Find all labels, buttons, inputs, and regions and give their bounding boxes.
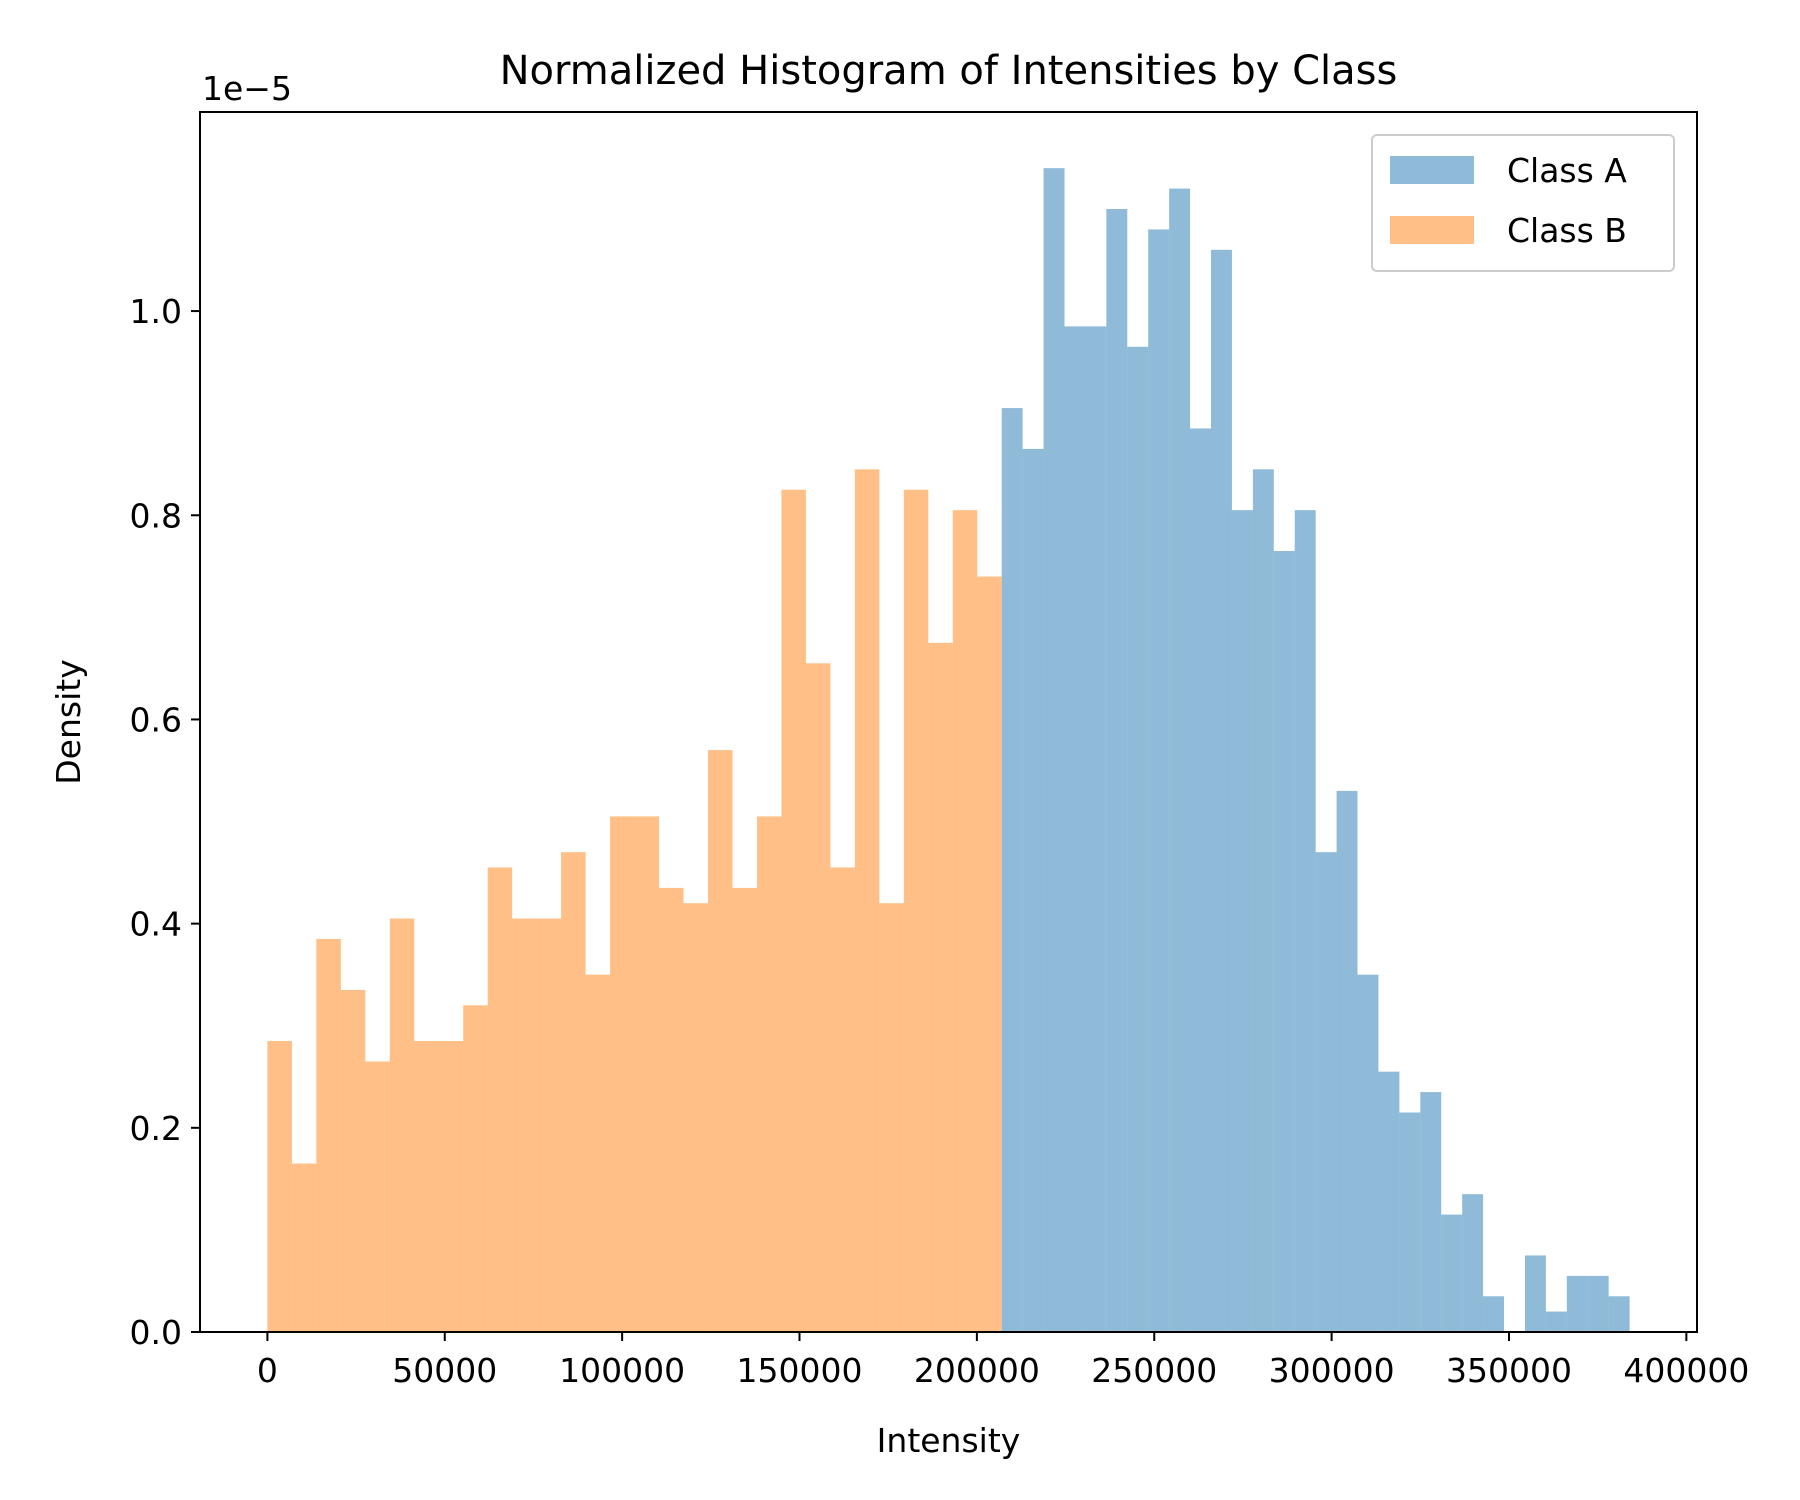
class-b-bar [977, 576, 1002, 1332]
x-tick-label: 250000 [1091, 1351, 1217, 1390]
class-a-bar [1273, 551, 1295, 1332]
class-b-bar [732, 887, 757, 1332]
class-a-bar [1106, 208, 1128, 1333]
class-a-bar [1336, 790, 1358, 1332]
class-a-bar [1545, 1311, 1567, 1332]
legend-label-class-a: Class A [1507, 151, 1627, 190]
legend-label-class-b: Class B [1507, 211, 1627, 250]
class-b-bars [267, 469, 1002, 1332]
x-tick-label: 200000 [914, 1351, 1040, 1390]
class-a-bar [1378, 1071, 1400, 1332]
y-axis-ticks: 0.0 0.2 0.4 0.6 0.8 1.0 [130, 292, 200, 1352]
class-b-bar [781, 489, 806, 1332]
class-b-bar [561, 852, 586, 1332]
class-a-bar [1022, 448, 1044, 1332]
class-b-bar [463, 1005, 488, 1332]
x-axis-label: Intensity [877, 1421, 1021, 1460]
class-a-bar [1608, 1296, 1630, 1332]
class-a-bar [1462, 1194, 1484, 1332]
class-b-bar [438, 1041, 464, 1332]
y-tick-label: 0.0 [130, 1313, 182, 1352]
y-tick-label: 0.8 [130, 496, 182, 535]
class-b-bar [854, 469, 880, 1332]
class-a-bar [1315, 852, 1337, 1332]
class-a-bar [1085, 326, 1107, 1332]
legend: Class A Class B [1371, 134, 1675, 272]
legend-swatch-class-b [1390, 216, 1474, 244]
class-a-bar [1441, 1214, 1463, 1332]
class-b-bar [414, 1041, 439, 1332]
class-a-bar [1127, 346, 1149, 1332]
class-b-bar [585, 974, 611, 1332]
class-a-bar [1148, 229, 1170, 1332]
class-a-bar [1357, 974, 1379, 1332]
class-b-bar [487, 867, 513, 1332]
y-tick-label: 0.6 [130, 700, 182, 739]
class-b-bar [267, 1041, 292, 1332]
class-b-bar [756, 816, 782, 1332]
class-a-bar [1587, 1275, 1609, 1332]
legend-swatch-class-a [1390, 156, 1474, 184]
class-b-bar [707, 750, 733, 1332]
class-b-bar [952, 510, 978, 1332]
class-b-bar [365, 1061, 390, 1332]
class-a-bar [1483, 1296, 1505, 1332]
class-b-bar [683, 903, 708, 1332]
class-a-bar [1420, 1092, 1442, 1332]
x-tick-label: 50000 [392, 1351, 497, 1390]
y-tick-label: 1.0 [130, 292, 182, 331]
class-b-bar [389, 918, 415, 1332]
class-b-bar [536, 918, 562, 1332]
class-a-bars [1001, 168, 1630, 1333]
y-axis-label: Density [49, 659, 88, 784]
class-a-bar [1169, 188, 1191, 1332]
class-a-bar [1043, 168, 1065, 1332]
x-tick-label: 300000 [1269, 1351, 1395, 1390]
x-axis-ticks: 0 50000 100000 150000 200000 250000 300000 3500… [257, 1332, 1749, 1390]
class-a-bar [1399, 1112, 1421, 1332]
class-a-bar [1190, 428, 1212, 1332]
class-a-bar [1252, 469, 1274, 1332]
y-tick-label: 0.4 [130, 905, 182, 944]
class-b-bar [512, 918, 537, 1332]
class-a-bar [1064, 326, 1086, 1332]
class-b-bar [316, 938, 341, 1332]
class-a-bar [1001, 408, 1023, 1332]
plot-frame [199, 111, 1698, 1333]
class-b-bar [805, 663, 831, 1332]
chart-title: Normalized Histogram of Intensities by C… [500, 48, 1398, 94]
y-axis-offset-label: 1e−5 [202, 69, 292, 108]
class-b-bar [610, 816, 635, 1332]
class-b-bar [903, 489, 929, 1332]
x-tick-label: 0 [257, 1351, 278, 1390]
class-b-bar [830, 867, 855, 1332]
x-tick-label: 350000 [1446, 1351, 1572, 1390]
x-tick-label: 100000 [559, 1351, 685, 1390]
x-tick-label: 150000 [737, 1351, 863, 1390]
class-b-bar [928, 642, 953, 1332]
class-a-bar [1231, 510, 1253, 1332]
class-a-bar [1211, 249, 1232, 1332]
x-tick-label: 400000 [1623, 1351, 1749, 1390]
class-b-bar [634, 816, 660, 1332]
class-b-bar [291, 1163, 317, 1332]
class-a-bar [1566, 1275, 1588, 1332]
class-a-bar [1294, 510, 1316, 1332]
class-b-bar [340, 989, 366, 1332]
y-tick-label: 0.2 [130, 1109, 182, 1148]
class-a-bar [1524, 1255, 1546, 1332]
class-b-bar [879, 903, 904, 1332]
class-b-bar [659, 887, 684, 1332]
